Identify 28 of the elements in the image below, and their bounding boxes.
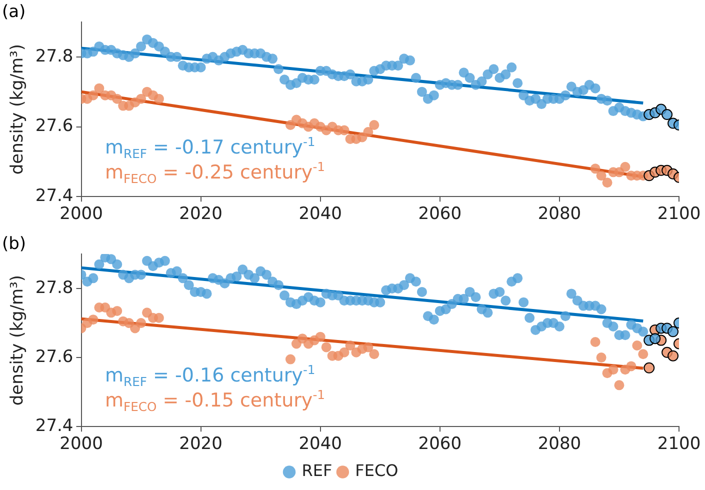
x-tick-label: 2100 [657,204,701,224]
x-tick-label: 2100 [657,434,701,454]
legend-label: REF [302,461,332,480]
x-tick-label: 2060 [418,434,462,454]
x-tick-label: 2020 [179,434,222,454]
y-tick-label: 27.6 [35,116,74,136]
y-tick-label: 27.4 [35,186,74,206]
x-tick-label: 2000 [60,204,103,224]
text: (a) [2,2,26,22]
x-tick-label: 2000 [60,434,103,454]
text: (b) [2,234,26,254]
x-tick-label: 2040 [298,204,342,224]
y-tick-label: 27.8 [35,46,74,66]
x-tick-label: 2020 [179,204,222,224]
legend-label: FECO [355,461,398,480]
annotation: m$_{REF}$ = -0.17 century$^{-1}$ [105,135,316,162]
y-axis-title: density (kg/m³) [8,274,28,406]
y-tick-label: 27.8 [35,278,74,298]
annotation: m$_{FECO}$ = -0.25 century$^{-1}$ [105,160,325,186]
x-tick-label: 2080 [538,204,582,224]
annotation: m$_{FECO}$ = -0.15 century$^{-1}$ [105,388,325,414]
y-tick-label: 27.6 [35,346,74,367]
x-tick-label: 2060 [418,204,462,224]
y-axis-title: density (kg/m³) [8,44,28,175]
annotation: m$_{REF}$ = -0.16 century$^{-1}$ [105,363,316,390]
y-tick-label: 27.4 [35,416,74,436]
x-tick-label: 2080 [538,434,582,454]
x-tick-label: 2040 [298,434,342,454]
